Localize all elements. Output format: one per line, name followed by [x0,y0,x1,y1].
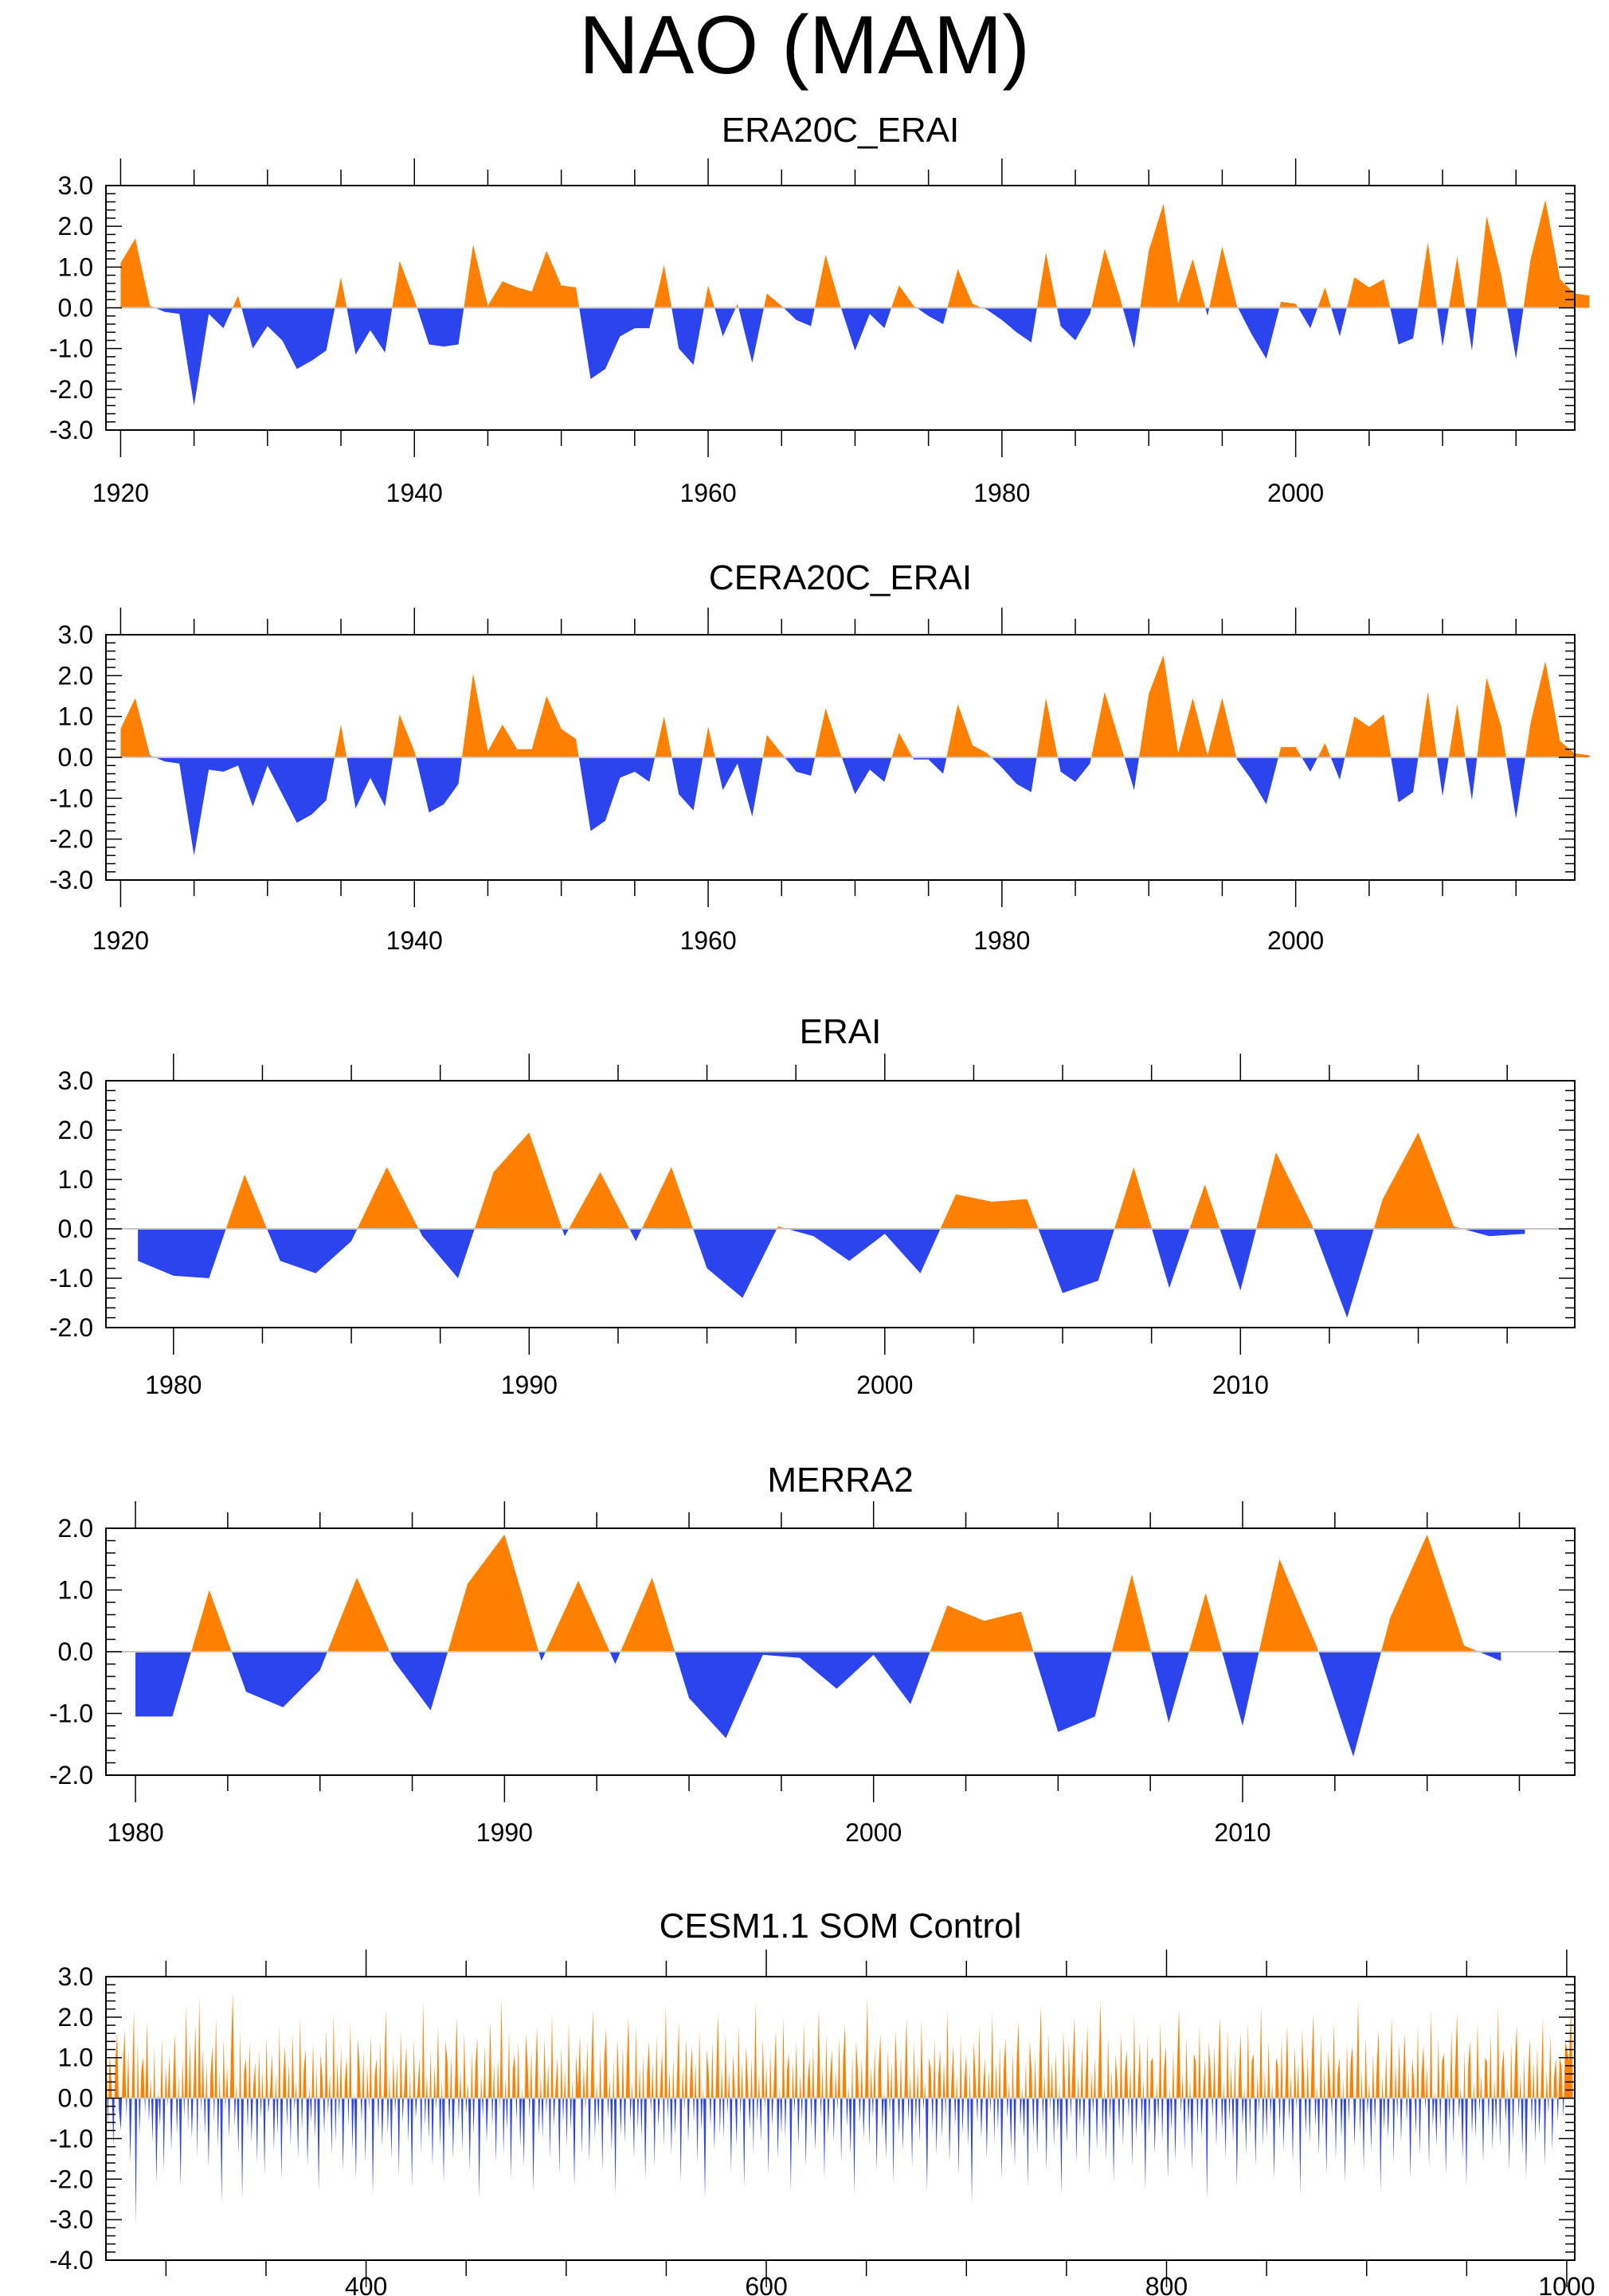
y-tick-label: 3.0 [58,620,93,649]
y-tick-label: 3.0 [58,171,93,200]
y-tick-label: 1.0 [58,1165,93,1194]
x-tick-label: 1000 [1538,2272,1595,2296]
x-tick-label: 2010 [1214,1818,1270,1847]
negative-area [138,1229,1525,1318]
y-tick-label: -1.0 [49,1700,93,1728]
y-tick-label: 3.0 [58,1962,93,1991]
y-tick-label: 2.0 [58,2003,93,2032]
x-tick-label: 1980 [973,479,1030,507]
y-tick-label: -2.0 [49,2165,93,2193]
y-tick-label: -1.0 [49,2124,93,2153]
x-tick-label: 2000 [1267,479,1324,507]
y-tick-label: 0.0 [58,1214,93,1243]
positive-area [138,1132,1525,1229]
y-tick-label: -3.0 [49,416,93,444]
y-tick-label: 3.0 [58,1066,93,1095]
y-tick-label: 2.0 [58,1514,93,1543]
panel-title: CESM1.1 SOM Control [660,1907,1022,1946]
x-tick-label: 600 [745,2272,787,2296]
y-tick-label: 1.0 [58,702,93,731]
positive-area [120,655,1590,757]
negative-area [106,2098,1573,2224]
x-tick-label: 1920 [92,926,149,955]
y-tick-label: -3.0 [49,2205,93,2234]
x-tick-label: 2010 [1212,1371,1269,1399]
panel-merra2: MERRA2 2.0 1.0 0.0 -1.0 -2.0 1980 1990 2000 2010 [49,1461,1576,1847]
positive-area [135,1534,1501,1652]
x-tick-label: 1940 [386,926,443,955]
x-tick-label: 400 [345,2272,387,2296]
y-tick-label: -2.0 [49,825,93,854]
panel-title: CERA20C_ERAI [709,558,972,597]
y-tick-label: 1.0 [58,252,93,281]
x-tick-label: 1920 [92,479,149,507]
panel-erai: ERAI 3.0 2.0 1.0 0.0 -1.0 -2.0 1980 1990 2000 201… [49,1012,1576,1399]
y-tick-label: 2.0 [58,212,93,241]
x-tick-label: 1940 [386,479,443,507]
negative-area [120,757,1590,856]
x-tick-label: 1980 [973,926,1030,955]
negative-area [120,307,1590,406]
x-tick-label: 2000 [1267,926,1324,955]
panel-title: MERRA2 [767,1461,913,1500]
y-tick-label: -2.0 [49,1761,93,1789]
x-tick-label: 1960 [679,926,736,955]
plot-frame [105,1976,1576,2261]
negative-area [135,1652,1501,1757]
y-tick-label: 0.0 [58,743,93,772]
plot-frame [105,1080,1576,1328]
y-tick-label: 1.0 [58,2044,93,2072]
x-tick-label: 1980 [145,1371,202,1399]
y-tick-label: 2.0 [58,1116,93,1144]
x-tick-label: 1990 [501,1371,558,1399]
y-tick-label: 0.0 [58,294,93,323]
y-tick-label: -1.0 [49,334,93,363]
panel-cera20c-erai: CERA20C_ERAI 3.0 2.0 1.0 0.0 -1.0 -2.0 -3.0 192… [49,558,1590,955]
x-tick-label: 1960 [679,479,736,507]
y-tick-label: 0.0 [58,2084,93,2113]
y-tick-label: -3.0 [49,866,93,894]
y-tick-label: 2.0 [58,661,93,690]
y-tick-label: -2.0 [49,375,93,404]
y-tick-label: -1.0 [49,784,93,812]
x-tick-label: 800 [1145,2272,1188,2296]
x-tick-label: 2000 [856,1371,913,1399]
panel-title: ERA20C_ERAI [722,111,959,150]
y-tick-label: -2.0 [49,1313,93,1342]
y-tick-label: 1.0 [58,1576,93,1605]
y-tick-label: 0.0 [58,1637,93,1666]
positive-area [120,199,1590,308]
figure-title: NAO (MAM) [578,0,1031,92]
panel-title: ERAI [800,1012,882,1051]
positive-area [106,1993,1573,2098]
y-tick-label: -1.0 [49,1264,93,1293]
x-tick-label: 1990 [476,1818,533,1847]
x-tick-label: 2000 [845,1818,902,1847]
panel-cesm-som-control: CESM1.1 SOM Control 3.0 2.0 1.0 0.0 -1.0 -2.0… [49,1907,1595,2296]
y-tick-label: -4.0 [49,2246,93,2274]
panel-era20c-erai: ERA20C_ERAI 3.0 2.0 1.0 0.0 -1.0 -2.0 -3.0 1920… [49,111,1590,507]
x-tick-label: 1980 [107,1818,163,1847]
